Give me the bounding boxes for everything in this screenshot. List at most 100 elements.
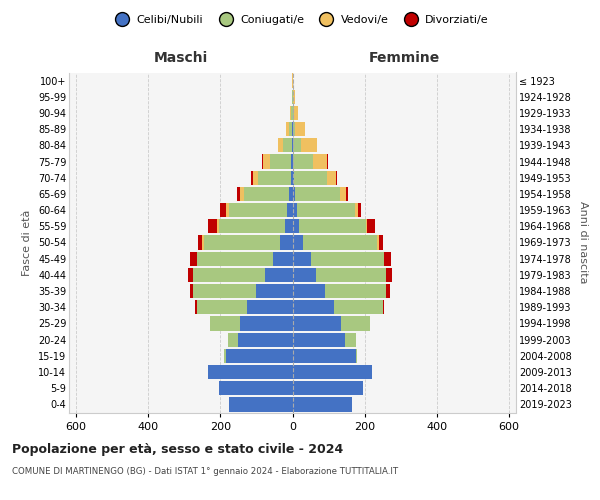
Bar xyxy=(367,219,374,234)
Bar xyxy=(286,122,289,136)
Bar xyxy=(238,187,240,201)
Bar xyxy=(293,187,295,201)
Bar xyxy=(386,284,390,298)
Bar xyxy=(336,170,337,185)
Bar xyxy=(287,203,293,217)
Bar xyxy=(304,236,377,250)
Bar xyxy=(345,332,356,347)
Bar xyxy=(293,106,298,120)
Bar xyxy=(190,284,193,298)
Bar xyxy=(227,332,238,347)
Bar xyxy=(240,316,293,330)
Bar xyxy=(262,154,263,168)
Y-axis label: Fasce di età: Fasce di età xyxy=(22,210,32,276)
Bar xyxy=(379,236,383,250)
Bar xyxy=(295,187,340,201)
Text: COMUNE DI MARTINENGO (BG) - Dati ISTAT 1° gennaio 2024 - Elaborazione TUTTITALIA: COMUNE DI MARTINENGO (BG) - Dati ISTAT 1… xyxy=(12,468,398,476)
Bar xyxy=(295,122,305,136)
Bar xyxy=(293,154,313,168)
Bar xyxy=(365,219,367,234)
Bar xyxy=(292,106,293,120)
Bar xyxy=(293,381,363,396)
Bar xyxy=(386,268,392,282)
Bar xyxy=(208,365,293,379)
Bar xyxy=(293,252,311,266)
Bar xyxy=(226,348,293,363)
Bar xyxy=(356,348,358,363)
Text: Maschi: Maschi xyxy=(154,51,208,65)
Bar xyxy=(293,300,334,314)
Bar xyxy=(290,106,292,120)
Legend: Celibi/Nubili, Coniugati/e, Vedovi/e, Divorziati/e: Celibi/Nubili, Coniugati/e, Vedovi/e, Di… xyxy=(107,10,493,29)
Bar xyxy=(195,300,197,314)
Bar xyxy=(311,252,385,266)
Bar xyxy=(293,398,352,411)
Bar xyxy=(293,348,356,363)
Bar xyxy=(301,138,317,152)
Bar xyxy=(204,236,280,250)
Bar xyxy=(341,316,370,330)
Bar xyxy=(263,154,270,168)
Bar xyxy=(253,170,258,185)
Bar xyxy=(293,284,325,298)
Bar xyxy=(293,219,299,234)
Bar xyxy=(293,332,345,347)
Bar xyxy=(272,252,293,266)
Bar xyxy=(188,268,193,282)
Bar xyxy=(280,236,293,250)
Bar xyxy=(316,268,386,282)
Bar xyxy=(278,138,283,152)
Bar xyxy=(229,398,293,411)
Bar xyxy=(293,138,301,152)
Bar xyxy=(293,122,295,136)
Bar xyxy=(289,122,292,136)
Bar xyxy=(293,268,316,282)
Bar xyxy=(358,203,361,217)
Bar xyxy=(289,187,293,201)
Text: Femmine: Femmine xyxy=(368,51,440,65)
Bar xyxy=(193,268,265,282)
Bar xyxy=(293,90,295,104)
Bar xyxy=(218,381,293,396)
Bar xyxy=(208,219,217,234)
Bar xyxy=(325,284,386,298)
Bar xyxy=(299,219,365,234)
Bar xyxy=(209,316,240,330)
Bar xyxy=(202,236,204,250)
Bar xyxy=(293,170,295,185)
Bar xyxy=(220,203,226,217)
Bar xyxy=(224,348,226,363)
Bar xyxy=(293,203,297,217)
Bar xyxy=(283,138,292,152)
Bar xyxy=(247,300,293,314)
Bar xyxy=(244,187,289,201)
Bar xyxy=(295,170,327,185)
Bar xyxy=(346,187,347,201)
Bar xyxy=(292,154,293,168)
Bar xyxy=(334,300,383,314)
Bar xyxy=(229,203,287,217)
Bar xyxy=(198,236,202,250)
Bar xyxy=(313,154,328,168)
Bar xyxy=(377,236,379,250)
Bar xyxy=(383,300,385,314)
Bar xyxy=(265,268,293,282)
Bar xyxy=(340,187,346,201)
Bar xyxy=(258,170,290,185)
Y-axis label: Anni di nascita: Anni di nascita xyxy=(578,201,589,283)
Bar xyxy=(290,170,293,185)
Bar xyxy=(355,203,358,217)
Bar xyxy=(385,252,391,266)
Bar xyxy=(270,154,292,168)
Bar xyxy=(327,170,336,185)
Bar xyxy=(297,203,355,217)
Bar xyxy=(190,252,197,266)
Text: Popolazione per età, sesso e stato civile - 2024: Popolazione per età, sesso e stato civil… xyxy=(12,442,343,456)
Bar xyxy=(238,332,293,347)
Bar xyxy=(217,219,218,234)
Bar xyxy=(293,365,372,379)
Bar xyxy=(256,284,293,298)
Bar xyxy=(226,203,229,217)
Bar xyxy=(218,219,285,234)
Bar xyxy=(197,252,272,266)
